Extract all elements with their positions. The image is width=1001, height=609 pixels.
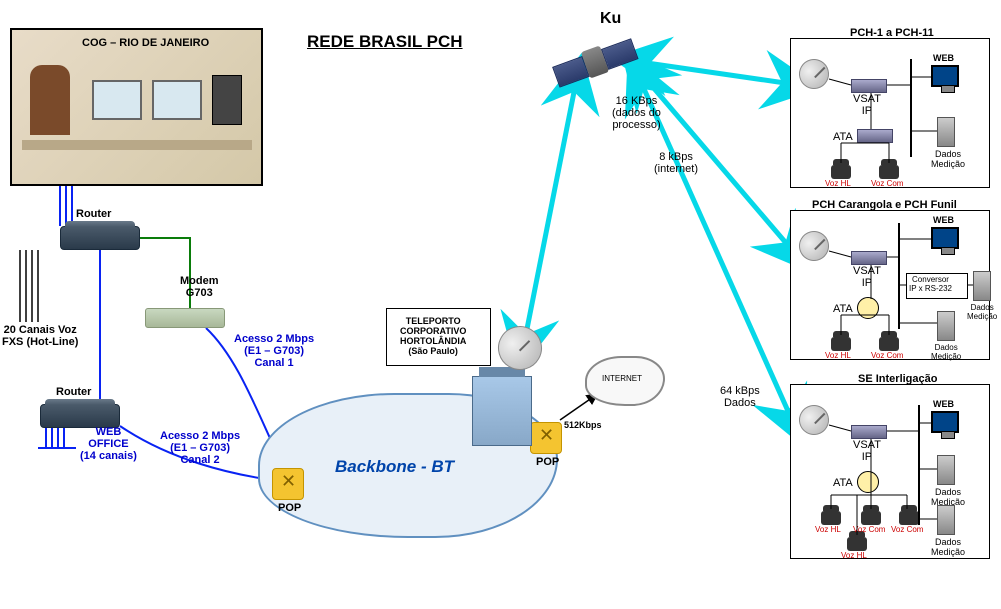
inner-wires [791, 385, 991, 560]
router-top-label: Router [76, 208, 111, 220]
cog-photo [10, 28, 263, 186]
satlink-64k: 64 kBps Dados [720, 385, 760, 409]
modem [145, 308, 225, 328]
pop-left-label: POP [278, 502, 301, 514]
access1-label: Acesso 2 Mbps (E1 – G703) Canal 1 [234, 333, 314, 369]
internet-label: INTERNET [602, 374, 642, 383]
pch1-box: VSAT IP WEB ATA Dados Medição Voz HL Voz… [790, 38, 990, 188]
modem-label: Modem G703 [180, 275, 219, 299]
router-top [60, 226, 140, 250]
pop-right [530, 422, 562, 454]
backbone-label: Backbone - BT [335, 457, 454, 477]
pop-left [272, 468, 304, 500]
router-bottom [40, 404, 120, 428]
access2-label: Acesso 2 Mbps (E1 – G703) Canal 2 [160, 430, 240, 466]
teleport-building [472, 376, 532, 446]
inner-wires [791, 39, 991, 189]
router-bottom-label: Router [56, 386, 91, 398]
fxs-label: 20 Canais Voz FXS (Hot-Line) [2, 324, 78, 348]
satellite-icon [581, 45, 609, 78]
512k-label: 512Kbps [564, 420, 602, 430]
cog-label: COG – RIO DE JANEIRO [82, 37, 209, 49]
pop-right-label: POP [536, 456, 559, 468]
satellite-label: Ku [600, 10, 621, 28]
satlink-16k: 16 KBps (dados do processo) [612, 95, 661, 131]
weboffice-label: WEB OFFICE (14 canais) [80, 426, 137, 462]
teleporto-label: TELEPORTO CORPORATIVO HORTOLÂNDIA (São P… [400, 316, 466, 356]
satlink-8k: 8 kBps (internet) [654, 151, 698, 175]
se-box: VSAT IP WEB ATA Dados Medição Dados Medi… [790, 384, 990, 559]
inner-wires [791, 211, 991, 361]
pch2-box: VSAT IP WEB ATA Conversor IP x RS-232 Da… [790, 210, 990, 360]
diagram-title: REDE BRASIL PCH [307, 32, 463, 52]
